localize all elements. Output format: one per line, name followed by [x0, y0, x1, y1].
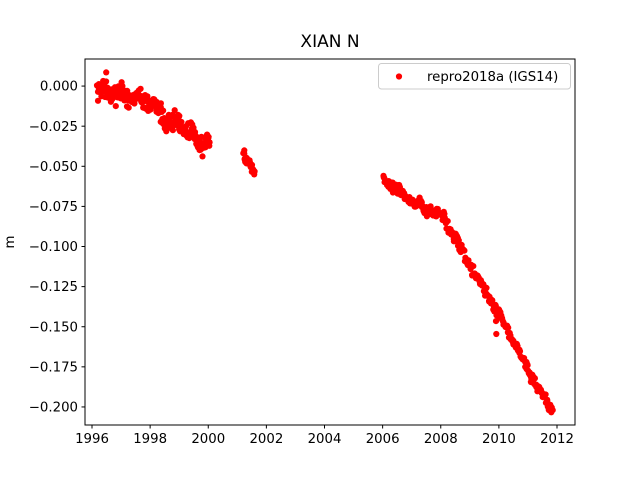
- data-point: [171, 107, 178, 114]
- data-point: [103, 78, 110, 85]
- data-point: [176, 112, 183, 120]
- y-tick-label: −0.100: [29, 240, 78, 255]
- data-point: [489, 297, 496, 304]
- x-tick-label: 2012: [540, 432, 574, 447]
- data-point: [461, 247, 468, 254]
- data-point: [251, 168, 258, 175]
- plot-border: [84, 58, 576, 426]
- x-tick-label: 1998: [133, 432, 167, 447]
- data-point: [483, 284, 490, 291]
- data-point: [178, 118, 185, 126]
- data-point: [531, 375, 539, 382]
- legend: repro2018a (IGS14): [378, 63, 571, 90]
- data-point: [516, 348, 524, 355]
- x-tick-label: 2008: [424, 432, 458, 447]
- data-point: [470, 263, 477, 270]
- y-tick-label: −0.125: [29, 280, 78, 295]
- data-point: [119, 83, 126, 90]
- y-tick-label: −0.075: [29, 200, 78, 215]
- y-axis-label: m: [2, 235, 18, 248]
- chart-title: XIAN N: [300, 32, 359, 52]
- data-point: [191, 129, 199, 136]
- data-point: [94, 97, 102, 104]
- x-tick-label: 2004: [308, 432, 342, 447]
- data-point: [549, 407, 556, 414]
- data-point: [103, 69, 110, 76]
- scatter-series: [93, 69, 556, 416]
- legend-label: repro2018a (IGS14): [427, 70, 558, 85]
- data-point: [455, 237, 462, 244]
- data-point: [160, 107, 167, 114]
- data-point: [125, 104, 132, 111]
- y-tick-label: −0.050: [29, 160, 78, 175]
- y-tick-label: −0.175: [29, 360, 78, 375]
- data-point: [206, 142, 213, 149]
- data-point: [199, 153, 206, 160]
- x-tick-label: 2010: [482, 432, 516, 447]
- data-point: [493, 330, 500, 338]
- data-point: [205, 133, 212, 140]
- axes: 1996 1998 2000 2002 2004 2006 2008 2010 2012 0.00…: [29, 58, 576, 447]
- data-point: [137, 85, 144, 92]
- data-point: [542, 391, 549, 398]
- data-point: [492, 318, 500, 325]
- data-point: [524, 362, 531, 369]
- data-point: [112, 103, 119, 110]
- data-point: [157, 100, 164, 107]
- legend-marker-icon: [395, 73, 403, 80]
- y-tick-label: −0.150: [29, 320, 78, 335]
- x-tick-label: 2006: [366, 432, 400, 447]
- data-point: [505, 324, 512, 331]
- y-tick-label: −0.025: [29, 120, 78, 135]
- data-point: [241, 147, 248, 154]
- x-tick-label: 2000: [191, 432, 225, 447]
- y-tick-label: 0.000: [40, 80, 78, 95]
- data-point: [444, 218, 451, 225]
- legend-box: [378, 63, 571, 90]
- data-point: [144, 93, 151, 100]
- y-tick-label: −0.200: [29, 401, 78, 416]
- x-tick-label: 1996: [75, 432, 109, 447]
- data-point: [169, 127, 176, 134]
- x-tick-label: 2002: [249, 432, 283, 447]
